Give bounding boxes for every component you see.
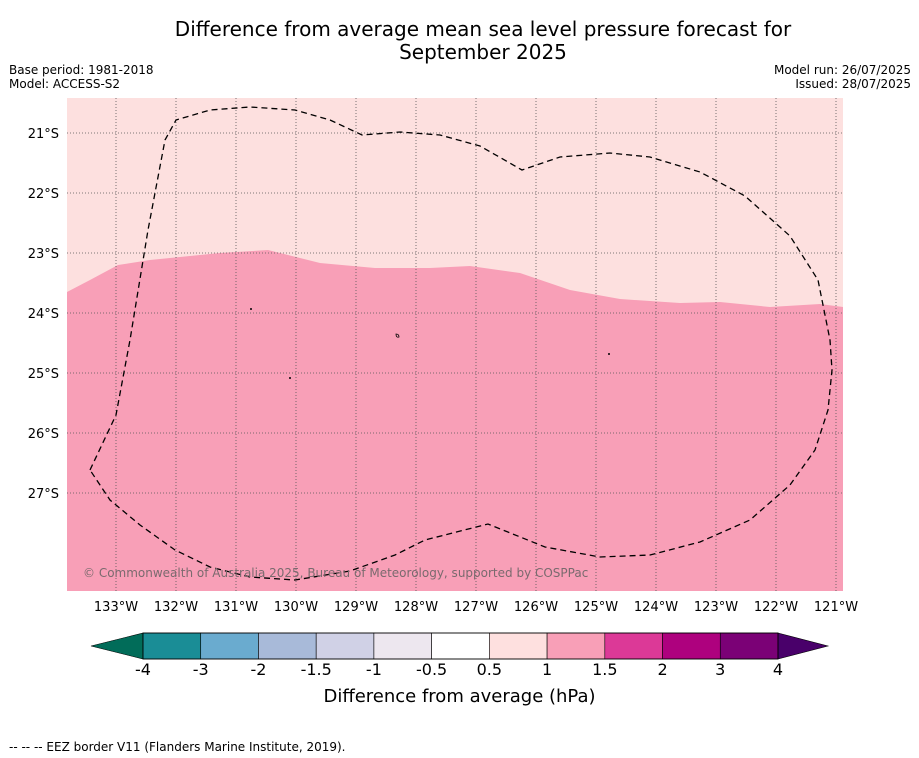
colorbar-tick-label: 1.5: [592, 660, 618, 679]
longitude-label: 123°W: [694, 600, 738, 615]
colorbar-segments: [142, 632, 779, 660]
longitude-label: 132°W: [154, 600, 198, 615]
colorbar-under-arrow: [90, 632, 144, 660]
colorbar-tick-label: 0.5: [476, 660, 503, 679]
colorbar-tick-label: -3: [192, 660, 209, 679]
colorbar-tick-label: -4: [135, 660, 151, 679]
graticule: [67, 98, 843, 591]
longitude-label: 127°W: [454, 600, 498, 615]
colorbar-tick-label: -0.5: [416, 660, 448, 679]
colorbar-segment: [489, 632, 548, 660]
island-outline: [395, 333, 400, 338]
latitude-label: 22°S: [28, 187, 59, 202]
colorbar-tick-label: 3: [715, 660, 726, 679]
latitude-label: 25°S: [28, 367, 59, 382]
title-line-1: Difference from average mean sea level p…: [174, 17, 792, 41]
base-period: Base period: 1981-2018: [9, 63, 154, 77]
island-marker: [250, 308, 252, 310]
longitude-label: 128°W: [394, 600, 438, 615]
longitude-label: 130°W: [274, 600, 318, 615]
latitude-labels: 21°S 22°S 23°S 24°S 25°S 26°S 27°S: [28, 127, 59, 502]
copyright-notice: © Commonwealth of Australia 2025, Bureau…: [83, 566, 588, 580]
latitude-label: 26°S: [28, 427, 59, 442]
island-marker: [289, 377, 291, 379]
colorbar-title: Difference from average (hPa): [323, 686, 596, 707]
eez-footnote: -- -- -- EEZ border V11 (Flanders Marine…: [9, 740, 346, 754]
colorbar-tick-label: -1: [365, 660, 382, 679]
colorbar-outline: [142, 632, 779, 660]
colorbar-segment: [142, 632, 202, 660]
colorbar-tick-label: 4: [772, 660, 784, 679]
latitude-label: 27°S: [28, 487, 59, 502]
longitude-label: 125°W: [574, 600, 618, 615]
longitude-label: 129°W: [334, 600, 378, 615]
colorbar: [90, 632, 830, 660]
colorbar-segment: [604, 632, 663, 660]
colorbar-segment: [200, 632, 259, 660]
meta-left: Base period: 1981-2018 Model: ACCESS-S2: [9, 63, 154, 91]
colorbar-tick-label: -1.5: [300, 660, 332, 679]
anomaly-zone-1-to-1-5: [67, 250, 843, 591]
longitude-labels: 133°W 132°W 131°W 130°W 129°W 128°W 127°W 126°W…: [94, 600, 858, 615]
longitude-label: 126°W: [514, 600, 558, 615]
map-title: Difference from average mean sea level p…: [0, 18, 919, 64]
colorbar-segment: [719, 632, 779, 660]
title-line-2: September 2025: [399, 40, 567, 64]
model-run: Model run: 26/07/2025: [773, 63, 911, 77]
colorbar-segment: [258, 632, 317, 660]
latitude-label: 21°S: [28, 127, 59, 142]
colorbar-over-arrow: [777, 632, 830, 660]
island-marker: [608, 353, 610, 355]
meta-right: Model run: 26/07/2025 Issued: 28/07/2025: [774, 63, 911, 91]
colorbar-tick-label: 1: [541, 660, 553, 679]
model-name: Model: ACCESS-S2: [9, 77, 121, 91]
issued-date: Issued: 28/07/2025: [795, 77, 911, 91]
longitude-label: 131°W: [214, 600, 258, 615]
colorbar-segment: [315, 632, 375, 660]
colorbar-segment: [546, 632, 606, 660]
colorbar-tick-label: -2: [250, 660, 267, 679]
colorbar-segment: [431, 632, 490, 660]
colorbar-tick-label: 2: [657, 660, 668, 679]
longitude-label: 133°W: [94, 600, 138, 615]
colorbar-segment: [662, 632, 721, 660]
colorbar-segment: [373, 632, 432, 660]
latitude-label: 24°S: [28, 307, 59, 322]
longitude-label: 121°W: [814, 600, 858, 615]
latitude-label: 23°S: [28, 247, 59, 262]
longitude-label: 122°W: [754, 600, 798, 615]
longitude-label: 124°W: [634, 600, 678, 615]
